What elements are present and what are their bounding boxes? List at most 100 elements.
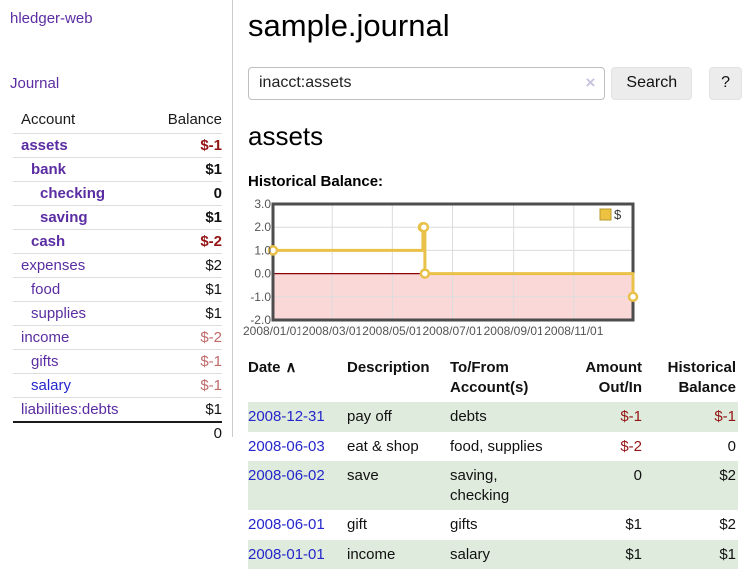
brand-link[interactable]: hledger-web <box>10 10 93 27</box>
account-row: saving $1 <box>13 205 222 230</box>
account-row: assets $-1 <box>13 133 222 158</box>
register-header-accounts: To/From Account(s) <box>450 358 529 396</box>
transaction-balance: $1 <box>719 545 736 563</box>
register-table: Date ∧ Description To/From Account(s) Amo… <box>248 356 738 570</box>
transaction-amount: $-2 <box>620 437 642 455</box>
date-header-label[interactable]: Date <box>248 358 281 376</box>
svg-text:2008/03/01: 2008/03/01 <box>302 324 362 338</box>
account-balance: $-1 <box>200 353 222 370</box>
legend-label: $ <box>614 207 622 222</box>
transaction-balance: $-1 <box>714 408 736 426</box>
account-link[interactable]: bank <box>31 161 67 178</box>
transaction-accounts: salary <box>450 545 491 563</box>
transaction-description: income <box>347 545 396 563</box>
account-link[interactable]: food <box>31 281 61 298</box>
account-row: income $-2 <box>13 325 222 350</box>
transaction-description: pay off <box>347 408 392 426</box>
data-point-marker <box>627 291 639 302</box>
account-link[interactable]: expenses <box>21 257 86 274</box>
transaction-date-link[interactable]: 2008-01-01 <box>248 545 325 563</box>
account-row: bank $1 <box>13 157 222 182</box>
transaction-description: eat & shop <box>347 437 419 455</box>
account-link[interactable]: saving <box>40 209 88 226</box>
transaction-date-link[interactable]: 2008-06-01 <box>248 516 325 534</box>
account-row: salary $-1 <box>13 373 222 398</box>
plot-border <box>271 202 635 322</box>
account-link[interactable]: income <box>21 329 70 346</box>
accounts-total-row: 0 <box>13 421 222 445</box>
transaction-balance: $2 <box>719 516 736 534</box>
account-row: gifts $-1 <box>13 349 222 374</box>
register-row: 2008-06-03 eat & shop food, supplies $-2… <box>248 432 738 462</box>
account-balance: $1 <box>205 281 222 298</box>
register-header-amount: Amount Out/In <box>585 358 642 396</box>
svg-text:2008/09/01: 2008/09/01 <box>484 324 544 338</box>
help-button[interactable]: ? <box>709 66 742 100</box>
account-link[interactable]: assets <box>21 137 68 154</box>
register-header-row: Date ∧ Description To/From Account(s) Amo… <box>248 356 738 403</box>
account-balance: $-1 <box>200 137 222 154</box>
data-point-marker <box>418 221 430 232</box>
data-point-marker <box>419 267 431 279</box>
legend-swatch <box>599 208 612 221</box>
svg-text:1.0: 1.0 <box>254 243 271 257</box>
account-balance: $2 <box>205 257 222 274</box>
account-balance: 0 <box>213 185 222 202</box>
search-button[interactable]: Search <box>611 66 693 100</box>
search-input[interactable] <box>248 66 606 100</box>
register-header-balance: Historical Balance <box>667 358 736 396</box>
account-link[interactable]: liabilities:debts <box>21 401 119 418</box>
svg-text:2008/11/01: 2008/11/01 <box>544 324 603 338</box>
svg-text:0.0: 0.0 <box>254 266 271 280</box>
account-link[interactable]: gifts <box>31 353 59 370</box>
transaction-balance: 0 <box>727 437 736 455</box>
register-row: 2008-06-01 gift gifts $1 $2 <box>248 510 738 540</box>
account-link[interactable]: cash <box>31 233 66 250</box>
sidebar: hledger-web Journal Account Balance asse… <box>0 0 233 445</box>
account-row: supplies $1 <box>13 301 222 326</box>
transaction-date-link[interactable]: 2008-06-02 <box>248 467 325 485</box>
accounts-table: Account Balance assets $-1 bank $1 check… <box>13 108 222 445</box>
register-header-description: Description <box>347 358 430 376</box>
transaction-description: save <box>347 467 379 485</box>
account-balance: $-2 <box>200 233 222 250</box>
svg-text:-1.0: -1.0 <box>250 289 271 303</box>
transaction-accounts: food, supplies <box>450 437 543 455</box>
account-balance: $1 <box>205 161 222 178</box>
account-row: liabilities:debts $1 <box>13 398 222 423</box>
account-link[interactable]: salary <box>31 377 72 394</box>
accounts-total-balance: 0 <box>151 421 222 445</box>
svg-text:2008/01/01: 2008/01/01 <box>243 324 303 338</box>
clear-search-icon[interactable]: × <box>585 72 596 92</box>
accounts-header-account: Account <box>13 108 152 134</box>
transaction-accounts: gifts <box>450 516 478 534</box>
sort-ascending-icon[interactable]: ∧ <box>285 358 297 376</box>
register-header-date[interactable]: Date ∧ <box>248 356 347 403</box>
account-balance: $1 <box>205 401 222 418</box>
sidebar-item-journal[interactable]: Journal <box>10 75 60 92</box>
transaction-accounts: debts <box>450 408 487 426</box>
transaction-date-link[interactable]: 2008-12-31 <box>248 408 325 426</box>
transaction-description: gift <box>347 516 368 534</box>
transaction-amount: $-1 <box>620 408 642 426</box>
account-row: expenses $2 <box>13 253 222 278</box>
account-link[interactable]: supplies <box>31 305 87 322</box>
transaction-amount: $1 <box>625 516 642 534</box>
svg-text:2.0: 2.0 <box>254 220 271 234</box>
account-balance: $-2 <box>200 329 222 346</box>
accounts-header-balance: Balance <box>151 108 222 134</box>
account-heading: assets <box>248 120 324 151</box>
main-content: sample.journal × Search ? assets Histori… <box>241 0 742 570</box>
historical-balance-chart[interactable]: $2008/01/01 2008/03/01 2008/05/01 2008/07/0… <box>241 197 742 344</box>
account-row: cash $-2 <box>13 229 222 254</box>
search-row: × Search ? <box>248 66 742 100</box>
page-title: sample.journal <box>248 8 450 43</box>
data-point-marker <box>267 244 279 256</box>
account-link[interactable]: checking <box>40 185 106 202</box>
account-balance: $-1 <box>200 377 222 394</box>
transaction-accounts: saving, checking <box>450 467 510 504</box>
transaction-amount: $1 <box>625 545 642 563</box>
transaction-date-link[interactable]: 2008-06-03 <box>248 437 325 455</box>
register-row: 2008-12-31 pay off debts $-1 $-1 <box>248 402 738 432</box>
svg-text:2008/07/01: 2008/07/01 <box>422 324 482 338</box>
